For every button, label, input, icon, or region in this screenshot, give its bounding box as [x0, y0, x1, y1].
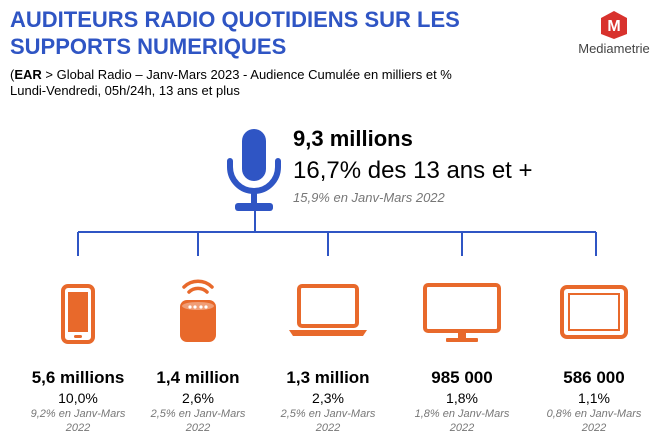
tablet-icon [560, 285, 628, 339]
laptop-icon [289, 284, 367, 336]
title-line-1: AUDITEURS RADIO QUOTIDIENS SUR LES [10, 7, 460, 32]
device-pct: 2,6% [182, 390, 214, 406]
device-pct: 1,1% [578, 390, 610, 406]
microphone-icon [227, 129, 281, 211]
device-value: 985 000 [431, 368, 493, 387]
source-description: > Global Radio – Janv-Mars 2023 - Audien… [41, 67, 452, 82]
device-value: 586 000 [563, 368, 625, 387]
mediametrie-logo: M Mediametrie [566, 10, 662, 70]
device-pct: 10,0% [58, 390, 98, 406]
device-previous: 2,5% en Janv-Mars 2022 [150, 408, 246, 434]
device-stat-monitor: 985 000 1,8% 1,8% en Janv-Mars 2022 [400, 368, 524, 435]
device-previous: 2,5% en Janv-Mars 2022 [280, 408, 376, 434]
logo-mark-icon: M [601, 11, 627, 39]
scope-text: Lundi-Vendredi, 05h/24h, 13 ans et plus [10, 83, 240, 98]
svg-text:M: M [607, 18, 620, 35]
device-stat-laptop: 1,3 million 2,3% 2,5% en Janv-Mars 2022 [266, 368, 390, 435]
device-value: 5,6 millions [31, 368, 125, 387]
device-previous: 0,8% en Janv-Mars 2022 [546, 408, 642, 434]
total-previous-period: 15,9% en Janv-Mars 2022 [293, 190, 445, 205]
total-listeners-pct: 16,7% des 13 ans et + [293, 157, 533, 184]
device-value: 1,4 million [156, 368, 240, 387]
page-title: AUDITEURS RADIO QUOTIDIENS SUR LES SUPPO… [10, 6, 550, 60]
device-pct: 1,8% [446, 390, 478, 406]
monitor-icon [423, 283, 501, 342]
device-stat-smartphone: 5,6 millions 10,0% 9,2% en Janv-Mars 2022 [16, 368, 140, 435]
device-pct: 2,3% [312, 390, 344, 406]
total-listeners-value: 9,3 millions [293, 126, 413, 151]
smart-speaker-icon [180, 279, 216, 342]
device-previous: 9,2% en Janv-Mars 2022 [30, 408, 126, 434]
logo-name: Mediametrie [578, 41, 650, 56]
device-previous: 1,8% en Janv-Mars 2022 [414, 408, 510, 434]
smartphone-icon [61, 284, 95, 344]
device-stat-smart-speaker: 1,4 million 2,6% 2,5% en Janv-Mars 2022 [136, 368, 260, 435]
device-value: 1,3 million [286, 368, 370, 387]
title-line-2: SUPPORTS NUMERIQUES [10, 34, 287, 59]
subtitle: (EAR > Global Radio – Janv-Mars 2023 - A… [10, 67, 452, 98]
source-tag: EAR [14, 67, 42, 82]
device-stat-tablet: 586 000 1,1% 0,8% en Janv-Mars 2022 [532, 368, 656, 435]
